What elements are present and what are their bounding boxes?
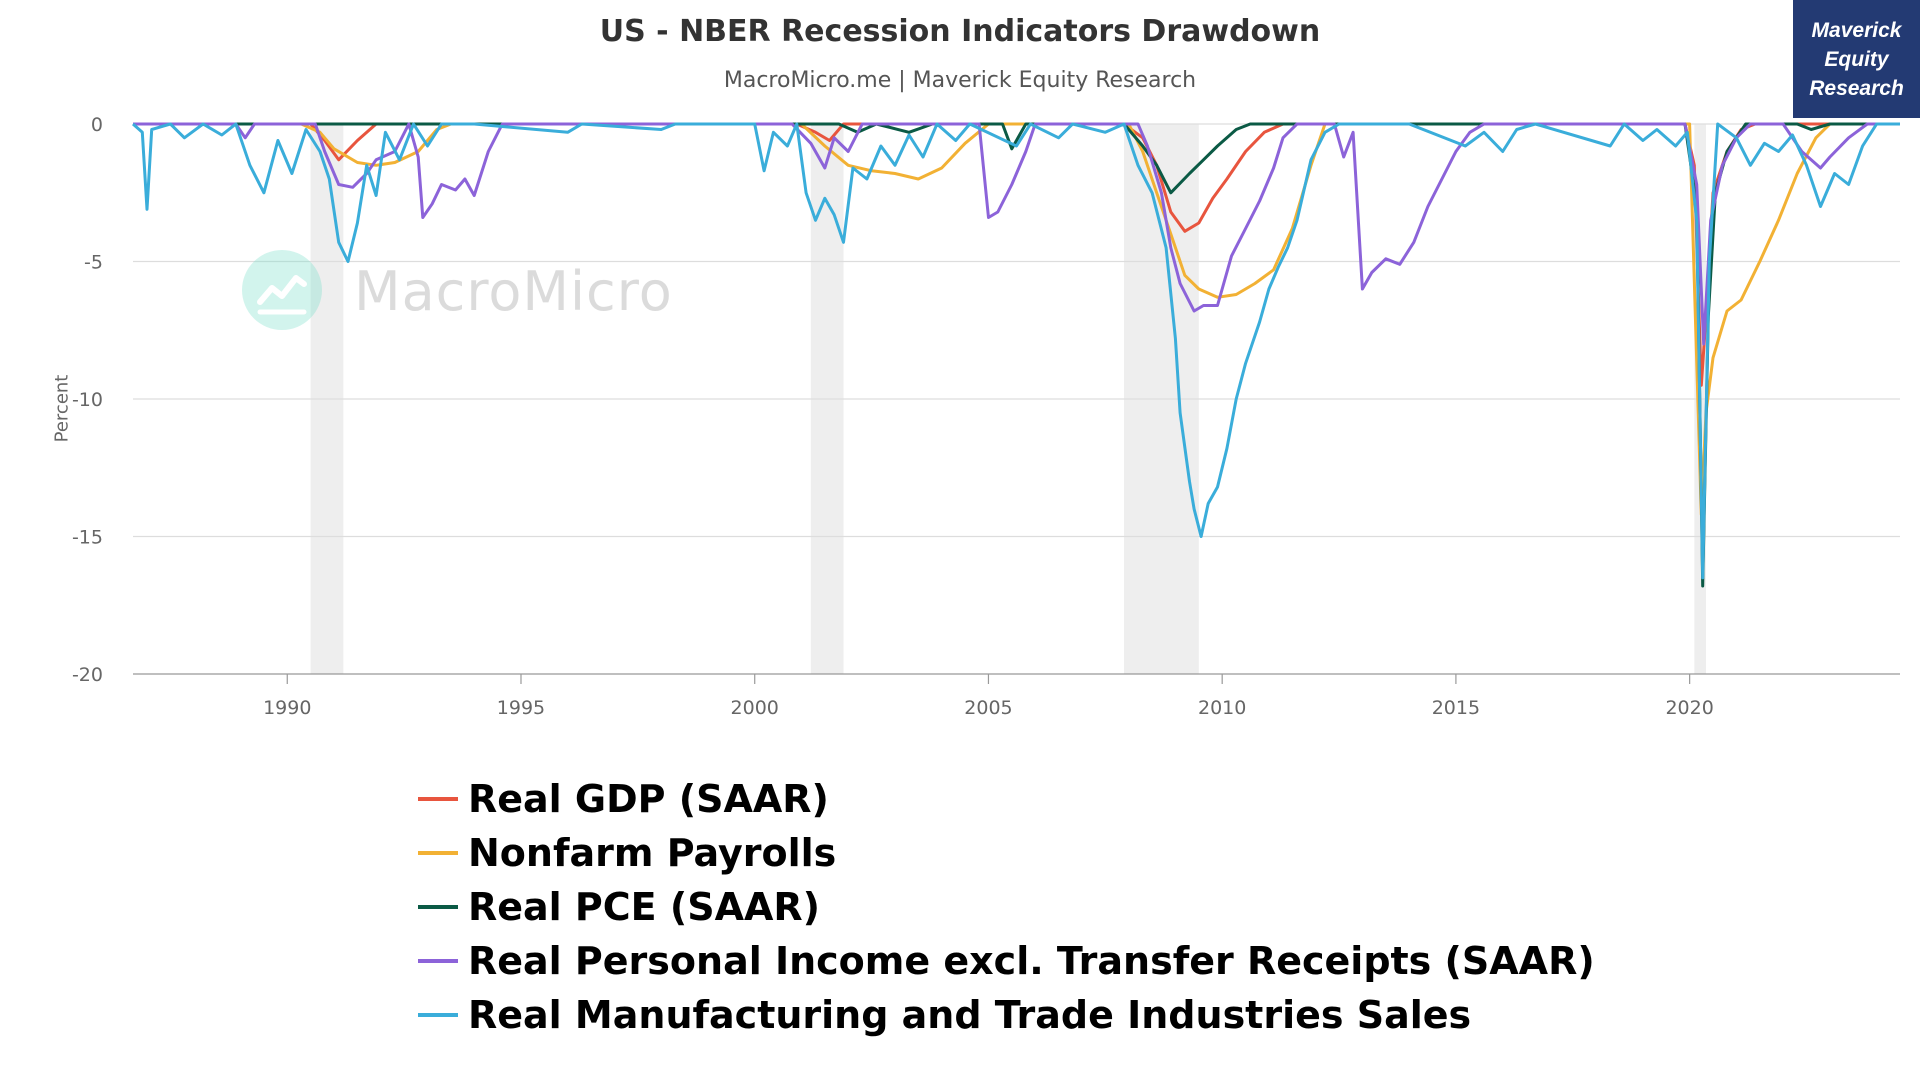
y-tick-label: -20 bbox=[72, 664, 103, 686]
brand-label: Maverick Equity Research bbox=[1809, 18, 1904, 100]
x-tick-label: 2010 bbox=[1198, 697, 1246, 719]
legend-label: Real GDP (SAAR) bbox=[468, 777, 829, 821]
legend-item-income[interactable]: Real Personal Income excl. Transfer Rece… bbox=[418, 934, 1595, 988]
legend-item-payrolls[interactable]: Nonfarm Payrolls bbox=[418, 826, 1595, 880]
watermark-text: MacroMicro bbox=[354, 260, 673, 323]
legend-swatch bbox=[418, 959, 458, 963]
series-lines bbox=[132, 122, 1900, 588]
legend-swatch bbox=[418, 905, 458, 909]
y-tick-label: 0 bbox=[91, 114, 103, 136]
y-tick-label: -5 bbox=[84, 252, 103, 274]
x-tick-label: 2005 bbox=[964, 697, 1012, 719]
series-line-2 bbox=[133, 122, 1900, 588]
legend-label: Real PCE (SAAR) bbox=[468, 885, 821, 929]
legend: Real GDP (SAAR) Nonfarm Payrolls Real PC… bbox=[418, 772, 1595, 1042]
series-line-4 bbox=[132, 122, 1900, 580]
brand-badge: Maverick Equity Research bbox=[1793, 0, 1920, 118]
legend-item-sales[interactable]: Real Manufacturing and Trade Industries … bbox=[418, 988, 1595, 1042]
x-tick-label: 1990 bbox=[263, 697, 311, 719]
x-tick-label: 2020 bbox=[1665, 697, 1713, 719]
legend-swatch bbox=[418, 797, 458, 801]
y-axis-label: Percent bbox=[51, 374, 73, 443]
legend-item-pce[interactable]: Real PCE (SAAR) bbox=[418, 880, 1595, 934]
legend-label: Real Personal Income excl. Transfer Rece… bbox=[468, 939, 1595, 983]
legend-swatch bbox=[418, 1013, 458, 1017]
chart-title: US - NBER Recession Indicators Drawdown bbox=[599, 14, 1321, 49]
chart-subtitle: MacroMicro.me | Maverick Equity Research bbox=[723, 68, 1197, 93]
legend-label: Real Manufacturing and Trade Industries … bbox=[468, 993, 1472, 1037]
legend-item-gdp[interactable]: Real GDP (SAAR) bbox=[418, 772, 1595, 826]
legend-label: Nonfarm Payrolls bbox=[468, 831, 837, 875]
x-tick-label: 2000 bbox=[731, 697, 779, 719]
series-line-3 bbox=[133, 122, 1900, 346]
legend-swatch bbox=[418, 851, 458, 855]
gridlines bbox=[133, 123, 1900, 675]
watermark: MacroMicro bbox=[242, 250, 682, 332]
x-tick-label: 1995 bbox=[497, 697, 545, 719]
x-tick-label: 2015 bbox=[1432, 697, 1480, 719]
watermark-logo-icon bbox=[242, 250, 322, 330]
axes: 0 -5 -10 -15 -20 1990 1995 2000 2005 2010 2015 2020 bbox=[72, 114, 1714, 719]
y-tick-label: -10 bbox=[72, 389, 103, 411]
y-tick-label: -15 bbox=[72, 527, 103, 549]
